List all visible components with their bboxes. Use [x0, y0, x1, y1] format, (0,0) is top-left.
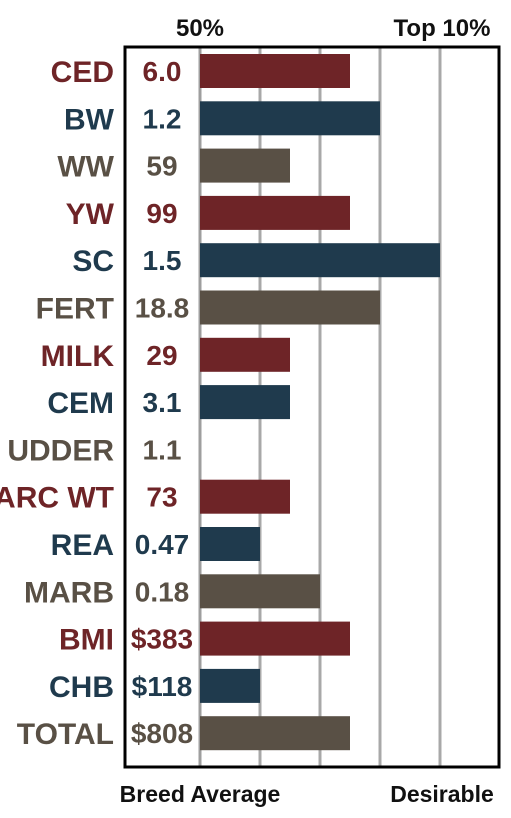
trait-label: MILK	[41, 340, 115, 373]
trait-label: BW	[64, 103, 115, 136]
trait-label: CARC WT	[0, 482, 114, 515]
bar	[200, 337, 290, 372]
bar	[200, 195, 350, 230]
value-label: 1.5	[143, 245, 182, 276]
value-label: 1.2	[143, 103, 182, 134]
bar	[200, 101, 380, 136]
trait-label: YW	[66, 198, 115, 231]
chart-frame	[123, 45, 501, 769]
bottom-label-desirable: Desirable	[390, 781, 494, 807]
value-label: 3.1	[143, 387, 182, 418]
bar	[200, 290, 380, 325]
top-label-50: 50%	[176, 15, 224, 42]
trait-label: MARB	[24, 576, 114, 609]
value-label: $118	[132, 671, 193, 702]
trait-label: SC	[72, 245, 114, 278]
trait-label: CEM	[47, 387, 114, 420]
value-label: 0.47	[135, 529, 190, 560]
value-label: 99	[146, 198, 177, 229]
value-label: 6.0	[143, 56, 182, 87]
trait-label: REA	[51, 529, 114, 562]
trait-label: CHB	[49, 671, 114, 704]
top-label-top10: Top 10%	[394, 15, 491, 42]
bar-layer	[200, 54, 440, 751]
value-label: 0.18	[135, 576, 190, 607]
bar	[200, 54, 350, 88]
value-label: 1.1	[143, 434, 182, 465]
bar	[200, 148, 290, 183]
bar	[200, 243, 440, 278]
value-label: 18.8	[135, 293, 190, 324]
trait-label: CED	[51, 56, 114, 89]
bottom-label-breed-average: Breed Average	[120, 781, 281, 807]
trait-label: UDDER	[7, 434, 114, 467]
value-label: 59	[146, 151, 177, 182]
bar	[200, 574, 320, 609]
trait-label: TOTAL	[17, 718, 114, 751]
label-layer: CED 6.0 BW 1.2 WW 59 YW 99 SC 1.5 FERT 18.8 MILK 29 CE…	[0, 56, 193, 751]
value-label: $808	[131, 718, 193, 749]
bar	[200, 621, 350, 656]
bar	[200, 385, 290, 420]
trait-label: FERT	[36, 293, 114, 326]
bar	[200, 716, 350, 751]
bar	[200, 527, 260, 561]
value-label: 73	[146, 482, 177, 513]
value-label: 29	[146, 340, 177, 371]
trait-label: BMI	[59, 624, 114, 657]
trait-label: WW	[57, 151, 114, 184]
bar	[200, 668, 260, 703]
value-label: $383	[131, 624, 193, 655]
bar	[200, 479, 290, 514]
